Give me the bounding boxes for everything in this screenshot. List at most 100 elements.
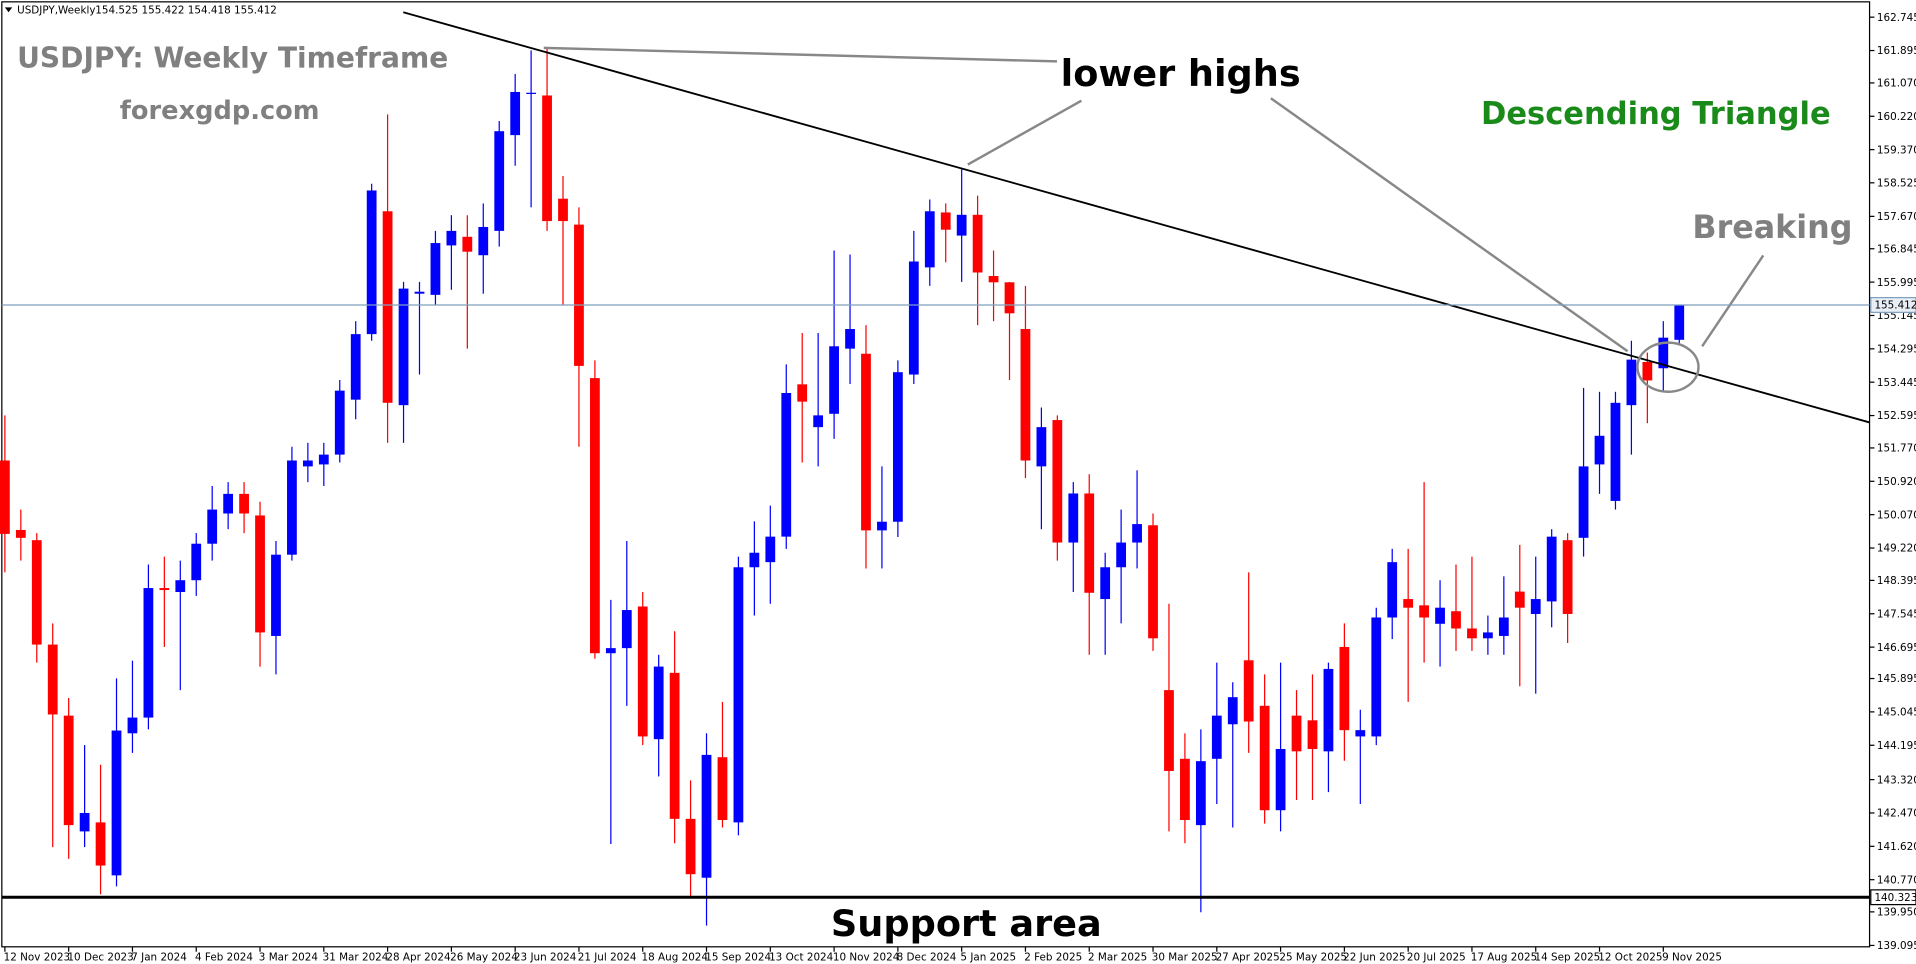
candle-body bbox=[1275, 748, 1286, 811]
candle-body bbox=[1084, 493, 1095, 593]
chart-subtitle: forexgdp.com bbox=[120, 96, 320, 126]
candle-body bbox=[542, 95, 552, 222]
y-tick-label: 159.370 bbox=[1877, 144, 1916, 156]
candle-body bbox=[446, 230, 457, 246]
candle-body bbox=[31, 540, 42, 645]
candle-body bbox=[1148, 525, 1158, 639]
current-price-label: 155.412 bbox=[1874, 300, 1916, 312]
x-tick-label: 3 Mar 2024 bbox=[259, 951, 319, 963]
y-tick-label: 139.095 bbox=[1877, 940, 1916, 952]
candle-body bbox=[1036, 427, 1047, 467]
annotation: Breaking bbox=[1692, 208, 1852, 246]
y-tick-label: 145.895 bbox=[1877, 673, 1916, 685]
x-tick-label: 12 Oct 2025 bbox=[1598, 951, 1662, 963]
candle-body bbox=[510, 91, 521, 136]
candle-body bbox=[159, 588, 170, 591]
price-tag bbox=[1870, 889, 1916, 906]
candle-body bbox=[1514, 591, 1525, 608]
candle-body bbox=[318, 454, 329, 465]
candle-body bbox=[1594, 435, 1605, 465]
y-tick-label: 155.145 bbox=[1877, 310, 1916, 322]
y-tick-label: 141.620 bbox=[1877, 841, 1916, 853]
candle-body bbox=[207, 509, 218, 544]
quote: 154.525 155.422 154.418 155.412 bbox=[95, 4, 277, 16]
x-tick-label: 9 Nov 2025 bbox=[1662, 951, 1722, 963]
x-tick-label: 2 Mar 2025 bbox=[1088, 951, 1147, 963]
candle-body bbox=[1355, 730, 1366, 737]
y-tick-label: 160.220 bbox=[1877, 111, 1916, 123]
candle-body bbox=[255, 515, 265, 633]
candle-body bbox=[79, 812, 90, 832]
candle-body bbox=[590, 378, 600, 654]
candle-body bbox=[478, 226, 489, 256]
x-tick-label: 12 Nov 2023 bbox=[4, 951, 70, 963]
candle-body bbox=[956, 214, 967, 236]
candle-body bbox=[1483, 632, 1493, 639]
candle-body bbox=[940, 212, 951, 230]
candle-body bbox=[143, 588, 154, 718]
candle-body bbox=[1100, 567, 1111, 600]
x-tick-label: 22 Jun 2025 bbox=[1343, 951, 1405, 963]
y-tick-label: 147.545 bbox=[1877, 608, 1916, 620]
candle-body bbox=[1419, 605, 1429, 618]
candle-body bbox=[287, 460, 297, 555]
candle-body bbox=[1339, 646, 1350, 731]
candle-body bbox=[414, 291, 425, 294]
candle-body bbox=[1195, 761, 1206, 826]
x-tick-label: 27 Apr 2025 bbox=[1216, 951, 1280, 963]
candle-body bbox=[637, 606, 648, 737]
candle-body bbox=[1323, 668, 1334, 752]
candles bbox=[0, 48, 1685, 926]
candle-body bbox=[95, 822, 106, 866]
candle-body bbox=[127, 717, 138, 734]
y-tick-label: 140.770 bbox=[1877, 874, 1916, 886]
candle-body bbox=[685, 818, 696, 875]
candle-body bbox=[191, 543, 202, 581]
candle-body bbox=[558, 198, 568, 222]
candle-body bbox=[621, 610, 632, 649]
x-tick-label: 31 Mar 2024 bbox=[323, 951, 389, 963]
candle-body bbox=[1451, 611, 1461, 629]
candle-body bbox=[781, 392, 792, 537]
y-tick-label: 144.195 bbox=[1877, 740, 1916, 752]
y-tick-label: 139.950 bbox=[1877, 907, 1916, 919]
x-tick-label: 4 Feb 2024 bbox=[195, 951, 253, 963]
candle-body bbox=[1004, 282, 1015, 314]
candle-body bbox=[1211, 715, 1222, 759]
candle-body bbox=[574, 224, 584, 366]
y-tick-label: 161.895 bbox=[1877, 45, 1916, 57]
x-tick-label: 15 Sep 2024 bbox=[705, 951, 771, 963]
support-label: 140.323 bbox=[1874, 892, 1916, 904]
x-tick-label: 18 Aug 2024 bbox=[642, 951, 709, 963]
x-tick-label: 28 Apr 2024 bbox=[386, 951, 451, 963]
candle-body bbox=[1259, 705, 1270, 811]
candle-body bbox=[924, 211, 935, 268]
x-tick-label: 10 Nov 2024 bbox=[833, 951, 900, 963]
pointer-line bbox=[1270, 97, 1629, 353]
candle-body bbox=[1674, 304, 1685, 340]
candle-body bbox=[653, 666, 664, 740]
y-tick-label: 151.770 bbox=[1877, 443, 1916, 455]
annotation: Support area bbox=[831, 902, 1102, 945]
trendline bbox=[402, 11, 1870, 424]
candle-body bbox=[462, 236, 473, 252]
candle-body bbox=[1180, 758, 1190, 821]
candle-body bbox=[1562, 540, 1573, 614]
candle-body bbox=[1291, 715, 1302, 752]
y-tick-label: 152.595 bbox=[1877, 410, 1916, 422]
x-tick-label: 25 May 2025 bbox=[1279, 951, 1347, 963]
candle-body bbox=[1371, 617, 1382, 737]
x-tick-label: 30 Mar 2025 bbox=[1152, 951, 1218, 963]
candle-body bbox=[908, 261, 919, 375]
pointer-line bbox=[543, 46, 1058, 63]
price-tag bbox=[1870, 297, 1916, 313]
candle-body bbox=[972, 214, 983, 273]
candle-body bbox=[861, 353, 871, 531]
candle-body bbox=[749, 552, 760, 568]
candle-body bbox=[605, 648, 616, 654]
y-tick-label: 155.995 bbox=[1877, 277, 1916, 289]
candle-body bbox=[350, 334, 361, 400]
candle-body bbox=[63, 715, 74, 826]
candle-body bbox=[1546, 536, 1557, 602]
